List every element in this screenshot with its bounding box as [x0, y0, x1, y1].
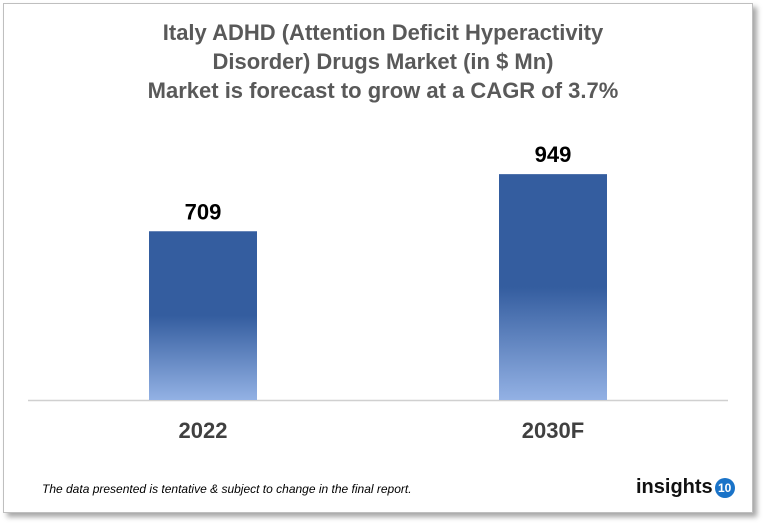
logo-badge: 10	[714, 477, 735, 498]
data-label-2030F: 949	[535, 142, 572, 167]
bar-2022	[149, 231, 257, 400]
logo-text: insights	[636, 476, 713, 498]
insights10-logo: insights 10	[636, 476, 735, 499]
chart-title: Italy ADHD (Attention Deficit Hyperactiv…	[0, 18, 766, 105]
footer-note: The data presented is tentative & subjec…	[42, 482, 412, 496]
title-line-1: Italy ADHD (Attention Deficit Hyperactiv…	[162, 20, 604, 45]
x-tick-label-2022: 2022	[179, 418, 228, 443]
x-tick-label-2030F: 2030F	[522, 418, 584, 443]
bar-2030F	[499, 174, 607, 400]
title-line-2: Disorder) Drugs Market (in $ Mn)	[212, 49, 554, 74]
chart-frame	[3, 3, 753, 513]
chart-subtitle: Market is forecast to grow at a CAGR of …	[147, 78, 619, 103]
data-label-2022: 709	[185, 199, 222, 224]
